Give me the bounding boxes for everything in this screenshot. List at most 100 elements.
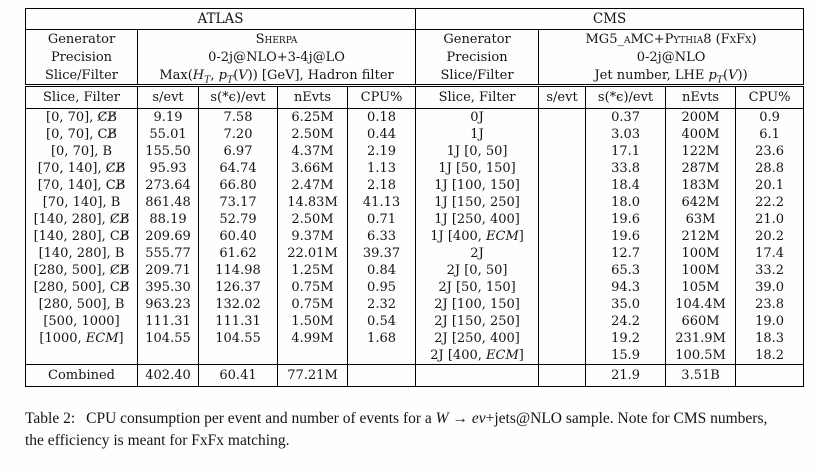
value-cell: 60.40	[198, 228, 278, 245]
value-cell: 19.0	[755, 314, 785, 329]
value-cell: 18.2	[755, 348, 785, 363]
column-header-row: Slice, Filter s/evt s(*ϵ)/evt nEvts CPU%…	[25, 85, 804, 109]
value-cell: 132.02	[198, 296, 278, 313]
value-cell	[198, 347, 278, 365]
value-cell	[538, 126, 587, 143]
value-cell: 122M	[665, 143, 737, 160]
slice-filter-cell: 1J [50, 150]	[415, 160, 540, 177]
combined-section: Combined 402.40 60.41 77.21M 21.9 3.51B	[25, 364, 804, 387]
value-cell: 287M	[665, 160, 737, 177]
value-cell: 41.13	[347, 194, 417, 211]
atlas-col-s-eff-evt: s(*ϵ)/evt	[198, 85, 278, 109]
slice-filter-cell: 0J	[415, 108, 540, 126]
value-cell: 55.01	[137, 126, 199, 143]
cms-precision-value: 0-2j@NLO	[636, 49, 706, 65]
value-cell: 273.64	[137, 177, 199, 194]
value-cell	[277, 347, 348, 365]
slice-filter-cell: 2J [50, 150]	[415, 279, 540, 296]
value-cell: 22.2	[755, 195, 785, 210]
value-cell	[538, 313, 587, 330]
table-row: [0, 70], CB̸ 55.01 7.20 2.50M 0.44 1J 3.03 400M…	[25, 126, 804, 143]
value-cell	[347, 347, 417, 365]
value-cell	[538, 347, 587, 365]
value-cell: 100M	[665, 245, 737, 262]
value-cell: 861.48	[137, 194, 199, 211]
value-cell: 0.75M	[277, 296, 348, 313]
table-body: [0, 70], C̸B̸ 9.19 7.58 6.25M 0.18 0J 0.37 200M…	[25, 108, 804, 365]
atlas-precision-label: Precision	[25, 48, 138, 66]
atlas-col-s-evt: s/evt	[137, 85, 199, 109]
table-row: [0, 70], C̸B̸ 9.19 7.58 6.25M 0.18 0J 0.37 200M…	[25, 108, 804, 126]
value-cell: 28.8	[755, 161, 785, 176]
caption-text: CPU consumption per event and number of …	[25, 410, 768, 449]
value-cell: 126.37	[198, 279, 278, 296]
atlas-combined-s-eff-evt: 60.41	[198, 364, 278, 387]
value-cell: 2.32	[347, 296, 417, 313]
value-cell	[538, 330, 587, 347]
atlas-slice-filter-value: Max(HT, pT(V)) [GeV], Hadron filter	[137, 66, 417, 87]
atlas-generator-label: Generator	[25, 29, 138, 48]
slice-filter-cell: [280, 500], CB̸	[25, 279, 138, 296]
value-cell: 0.18	[347, 108, 417, 126]
atlas-combined-label: Combined	[25, 364, 138, 387]
value-cell	[137, 347, 199, 365]
value-cell	[538, 279, 587, 296]
table-caption: Table 2: CPU consumption per event and nu…	[25, 408, 788, 452]
value-cell: 95.93	[137, 160, 199, 177]
cms-combined-label	[415, 364, 540, 387]
atlas-combined-s-evt: 402.40	[137, 364, 199, 387]
value-cell: 22.01M	[277, 245, 348, 262]
cms-generator-label: Generator	[415, 29, 540, 48]
value-cell: 400M	[665, 126, 737, 143]
value-cell: 12.7	[585, 245, 667, 262]
atlas-slice-filter-label: Slice/Filter	[25, 66, 138, 87]
slice-filter-cell: [70, 140], B	[25, 194, 138, 211]
value-cell: 2.19	[347, 143, 417, 160]
slice-filter-cell: [0, 70], B	[25, 143, 138, 160]
table-row: [280, 500], CB̸ 395.30 126.37 0.75M 0.95 2J […	[25, 279, 804, 296]
cms-slice-filter-value: Jet number, LHE pT(V))	[538, 66, 804, 87]
slice-filter-cell: [70, 140], C̸B̸	[25, 160, 138, 177]
value-cell: 61.62	[198, 245, 278, 262]
value-cell	[538, 143, 587, 160]
slice-filter-cell: 1J [250, 400]	[415, 211, 540, 228]
value-cell: 212M	[665, 228, 737, 245]
value-cell: 7.20	[198, 126, 278, 143]
slice-filter-cell: 2J [100, 150]	[415, 296, 540, 313]
value-cell: 3.66M	[277, 160, 348, 177]
table-row: 2J [400, ECM] 15.9 100.5M 18.2	[25, 347, 804, 365]
slice-filter-cell: 2J [400, ECM]	[415, 347, 540, 365]
value-cell: 65.3	[585, 262, 667, 279]
cpu-consumption-table: ATLAS CMS Generator Sherpa Generator MG5…	[25, 8, 805, 387]
slice-filter-cell: 1J [100, 150]	[415, 177, 540, 194]
value-cell: 23.6	[755, 144, 785, 159]
value-cell: 24.2	[585, 313, 667, 330]
value-cell: 39.37	[347, 245, 417, 262]
cms-combined-cpu	[735, 364, 804, 387]
atlas-col-cpu: CPU%	[347, 85, 417, 109]
slice-filter-cell: [0, 70], CB̸	[25, 126, 138, 143]
value-cell: 111.31	[137, 313, 199, 330]
value-cell: 52.79	[198, 211, 278, 228]
value-cell: 4.37M	[277, 143, 348, 160]
value-cell	[538, 296, 587, 313]
cms-col-nevts: nEvts	[665, 85, 737, 109]
slice-filter-cell: [140, 280], C̸B̸	[25, 211, 138, 228]
slice-filter-cell: 1J	[415, 126, 540, 143]
value-cell	[538, 160, 587, 177]
value-cell: 183M	[665, 177, 737, 194]
atlas-precision-value: 0-2j@NLO+3-4j@LO	[137, 48, 417, 66]
slice-filter-cell: [0, 70], C̸B̸	[25, 108, 138, 126]
slice-filter-cell: 2J [150, 250]	[415, 313, 540, 330]
value-cell: 0.84	[347, 262, 417, 279]
value-cell: 17.1	[585, 143, 667, 160]
value-cell: 1.68	[347, 330, 417, 347]
atlas-col-slice-filter: Slice, Filter	[25, 85, 138, 109]
caption-label: Table 2:	[25, 410, 76, 427]
atlas-combined-cpu	[347, 364, 417, 387]
value-cell: 66.80	[198, 177, 278, 194]
value-cell: 4.99M	[277, 330, 348, 347]
value-cell: 395.30	[137, 279, 199, 296]
value-cell: 6.25M	[277, 108, 348, 126]
value-cell	[538, 245, 587, 262]
